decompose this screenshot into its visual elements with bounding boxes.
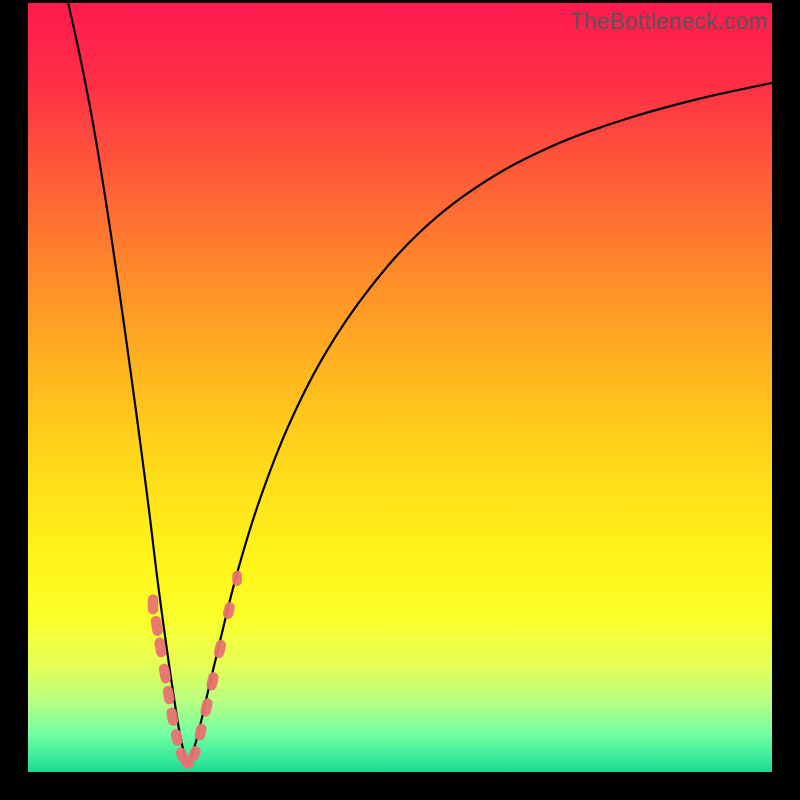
plot-area: [28, 3, 772, 772]
data-marker: [199, 697, 213, 717]
data-marker: [193, 723, 207, 742]
watermark-text: TheBottleneck.com: [570, 8, 768, 35]
data-marker: [232, 571, 242, 586]
data-marker: [148, 594, 158, 614]
bottleneck-curve: [68, 3, 772, 763]
data-marker: [165, 707, 179, 727]
chart-container: TheBottleneck.com: [0, 0, 800, 800]
data-markers: [148, 571, 242, 770]
chart-svg: [28, 3, 772, 772]
data-marker: [222, 601, 236, 620]
data-marker: [213, 639, 227, 659]
data-marker: [205, 671, 219, 691]
